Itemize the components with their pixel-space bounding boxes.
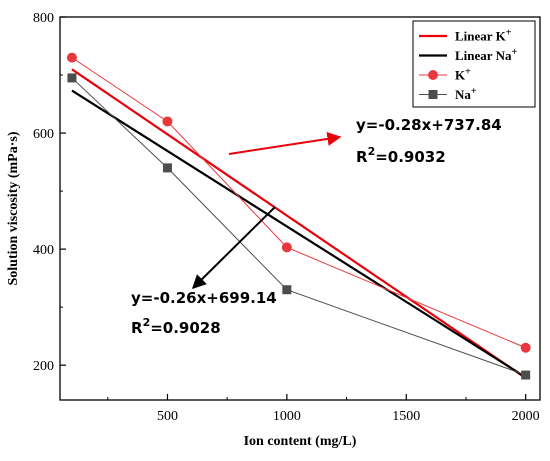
plot-frame xyxy=(59,16,541,401)
data-point-k xyxy=(66,52,77,63)
y-tick-label: 400 xyxy=(33,243,54,258)
axes: 500 1000 1500 2000 200 400 600 800 Ion content (… xyxy=(6,11,541,449)
fit-r2-value: =0.9032 xyxy=(375,148,445,166)
legend-label-base: Linear Na xyxy=(455,48,512,63)
fit-equation: y=-0.26x+699.14 xyxy=(131,289,277,307)
y-tick-label: 600 xyxy=(33,127,54,142)
data-point-k xyxy=(281,242,292,253)
legend-label: Linear K+ xyxy=(455,28,512,44)
x-axis-title: Ion content (mg/L) xyxy=(244,434,357,449)
series-line-k xyxy=(71,57,526,349)
data-point-k xyxy=(520,342,531,353)
legend-label-sup: + xyxy=(511,47,517,58)
data-point-k xyxy=(162,116,173,127)
y-tick-label: 800 xyxy=(33,11,54,26)
legend-label: Na+ xyxy=(455,86,477,102)
data-point-na xyxy=(162,163,172,173)
fit-r2-value: =0.9028 xyxy=(150,319,220,337)
series-line-na xyxy=(71,77,526,376)
fit-arrow-k xyxy=(228,131,342,155)
legend-label-sup: + xyxy=(471,86,477,97)
plot-area xyxy=(66,52,531,380)
legend-label-base: K xyxy=(455,68,466,83)
legend-label-base: Linear K xyxy=(455,29,507,44)
fit-r2-base: R xyxy=(356,148,368,166)
legend: Linear K+Linear Na+K+Na+ xyxy=(412,20,536,108)
fit-r2-base: R xyxy=(131,319,143,337)
fit-r2-sup: 2 xyxy=(368,145,376,158)
y-tick-label: 200 xyxy=(33,359,54,374)
fit-arrow-na xyxy=(192,206,276,289)
fit-equation: y=-0.28x+737.84 xyxy=(356,116,502,134)
x-tick-label: 500 xyxy=(157,409,178,424)
x-tick-label: 1000 xyxy=(273,409,301,424)
fit-line-k xyxy=(71,68,527,379)
fit-r2: R2=0.9028 xyxy=(131,316,221,337)
data-point-na xyxy=(67,73,77,83)
legend-label: Linear Na+ xyxy=(455,47,517,63)
legend-swatch-marker xyxy=(428,90,438,99)
fit-r2-sup: 2 xyxy=(143,316,151,329)
y-axis-title: Solution viscosity (mPa·s) xyxy=(6,131,21,285)
data-point-na xyxy=(282,285,292,295)
fit-line-na xyxy=(71,89,527,379)
legend-label-base: Na xyxy=(455,87,471,102)
x-tick-label: 1500 xyxy=(392,409,420,424)
data-point-na xyxy=(521,370,531,380)
legend-label-sup: + xyxy=(506,28,512,39)
legend-swatch-marker xyxy=(428,70,438,80)
fit-r2: R2=0.9032 xyxy=(356,145,446,166)
x-tick-label: 2000 xyxy=(512,409,540,424)
fit-annotations: y=-0.28x+737.84R2=0.9032y=-0.26x+699.14R… xyxy=(131,116,502,337)
legend-label: K+ xyxy=(455,67,471,83)
legend-label-sup: + xyxy=(465,67,471,78)
